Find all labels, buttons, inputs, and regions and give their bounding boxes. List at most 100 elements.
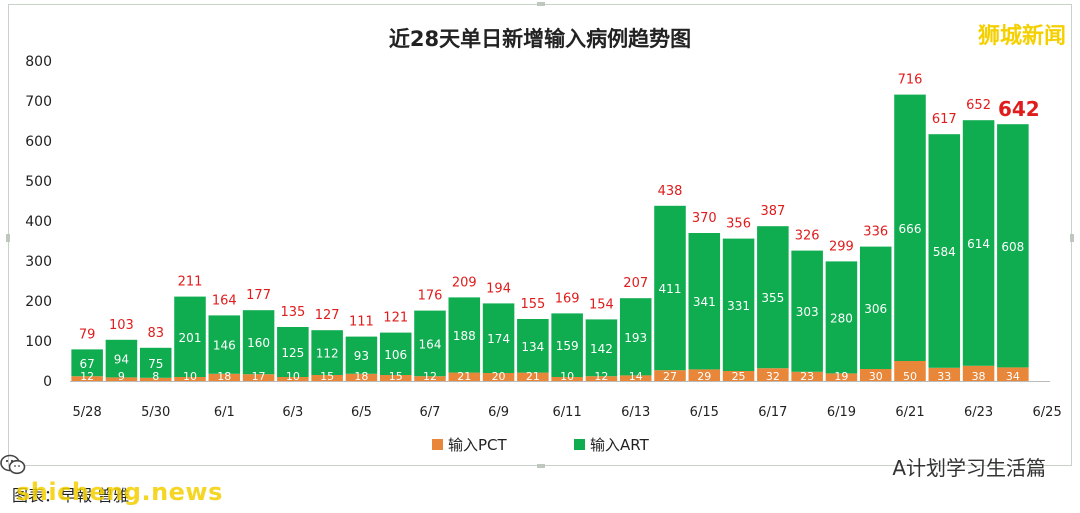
brand-logo-text: 狮城新闻 (977, 24, 1066, 49)
bar-pct (928, 367, 961, 381)
bar-pct-label: 20 (492, 370, 506, 383)
bar-art-label: 193 (624, 331, 647, 345)
bar-art (757, 226, 789, 369)
bar-art (688, 233, 721, 370)
bar-art-label: 201 (179, 331, 202, 345)
bar-pct (859, 369, 892, 381)
bar-total-label: 194 (486, 281, 511, 296)
bar-total-label: 299 (829, 239, 854, 254)
bar-pct-label: 18 (217, 370, 231, 383)
bar-art-label: 303 (796, 305, 819, 319)
bar-pct (997, 367, 1029, 381)
bar-total-label: 164 (212, 293, 237, 308)
bar-art (242, 310, 275, 375)
bar-art-label: 106 (384, 348, 407, 362)
bar-art (277, 327, 309, 377)
bar-art (928, 134, 961, 368)
bar-art (105, 339, 138, 378)
bar-art (825, 261, 858, 374)
bar-art-label: 160 (247, 336, 270, 350)
bar-total-label: 617 (932, 112, 957, 127)
wechat-account-name: A计划学习生活篇 (892, 456, 1046, 480)
bar-art-label: 608 (1001, 240, 1024, 254)
bar-pct (174, 377, 206, 381)
x-tick-label: 5/30 (141, 405, 170, 420)
bar-art-label: 94 (114, 353, 129, 367)
bar-total-label: 207 (623, 276, 648, 291)
bar-pct-label: 12 (423, 370, 437, 383)
bar-pct (585, 376, 618, 381)
bar-art (859, 246, 892, 369)
bar-art (71, 349, 103, 377)
bar-pct (414, 376, 446, 381)
x-tick-label: 6/25 (1033, 405, 1062, 420)
bar-total-label: 111 (349, 315, 374, 330)
bar-pct (654, 370, 686, 381)
bar-art (482, 303, 515, 373)
bar-art (962, 120, 995, 366)
bar-total-label: 438 (658, 184, 683, 199)
x-tick-label: 6/11 (553, 405, 582, 420)
bar-pct (208, 373, 241, 381)
x-tick-label: 6/1 (214, 405, 235, 420)
bar-pct (277, 377, 309, 381)
x-tick-label: 6/3 (282, 405, 303, 420)
chart-title: 近28天单日新增输入病例趋势图 (389, 27, 691, 51)
bar-pct-label: 10 (286, 370, 300, 383)
bar-total-label: 103 (109, 318, 134, 333)
y-tick-label: 300 (25, 254, 52, 270)
frame-handle-right (1070, 234, 1074, 242)
bar-pct (448, 372, 481, 381)
y-tick-label: 400 (25, 214, 52, 230)
bar-pct (71, 376, 103, 381)
legend-swatch (432, 439, 443, 450)
bar-art (894, 94, 926, 361)
legend-swatch (574, 439, 585, 450)
bar-art (174, 296, 206, 377)
x-tick-label: 6/19 (827, 405, 856, 420)
bar-total-label: 387 (760, 204, 785, 219)
bar-pct-label: 19 (834, 370, 848, 383)
x-tick-label: 6/17 (758, 405, 787, 420)
bar-art-label: 411 (659, 282, 682, 296)
bar-total-label: 121 (383, 311, 408, 326)
y-tick-label: 500 (25, 174, 52, 190)
bar-art-label: 666 (899, 222, 922, 236)
bar-art-label: 112 (316, 347, 339, 361)
bar-pct (517, 372, 549, 381)
bar-art-label: 306 (864, 302, 887, 316)
bar-pct-label: 25 (732, 370, 746, 383)
bar-art (997, 124, 1029, 368)
x-tick-label: 6/13 (621, 405, 650, 420)
bar-total-label: 716 (898, 73, 923, 88)
bar-art (517, 319, 549, 373)
y-tick-label: 700 (25, 94, 52, 110)
legend-label: 输入PCT (448, 436, 508, 454)
bar-pct-label: 23 (800, 370, 814, 383)
bar-art (585, 319, 618, 377)
bar-total-label: 83 (147, 326, 164, 341)
bar-art-label: 146 (213, 339, 236, 353)
x-tick-label: 5/28 (73, 405, 102, 420)
bar-pct (722, 371, 755, 381)
bar-total-label: 177 (246, 288, 271, 303)
bar-pct-label: 30 (869, 370, 883, 383)
bar-art (345, 336, 378, 374)
bar-total-label: 154 (589, 297, 614, 312)
bar-art-label: 93 (354, 349, 369, 363)
bar-total-label: 326 (795, 229, 820, 244)
bar-art-label: 164 (419, 337, 442, 351)
bar-art-label: 75 (148, 357, 163, 371)
bar-art-label: 67 (80, 357, 95, 371)
bar-pct-label: 15 (389, 370, 403, 383)
bar-art-label: 134 (521, 340, 544, 354)
bar-art-label: 331 (727, 299, 750, 313)
bar-pct (791, 371, 823, 381)
y-tick-label: 200 (25, 294, 52, 310)
bar-total-label: 209 (452, 275, 477, 290)
x-tick-label: 6/15 (690, 405, 719, 420)
bar-art (379, 332, 412, 375)
legend-label: 输入ART (590, 436, 650, 454)
bar-pct-label: 29 (697, 370, 711, 383)
